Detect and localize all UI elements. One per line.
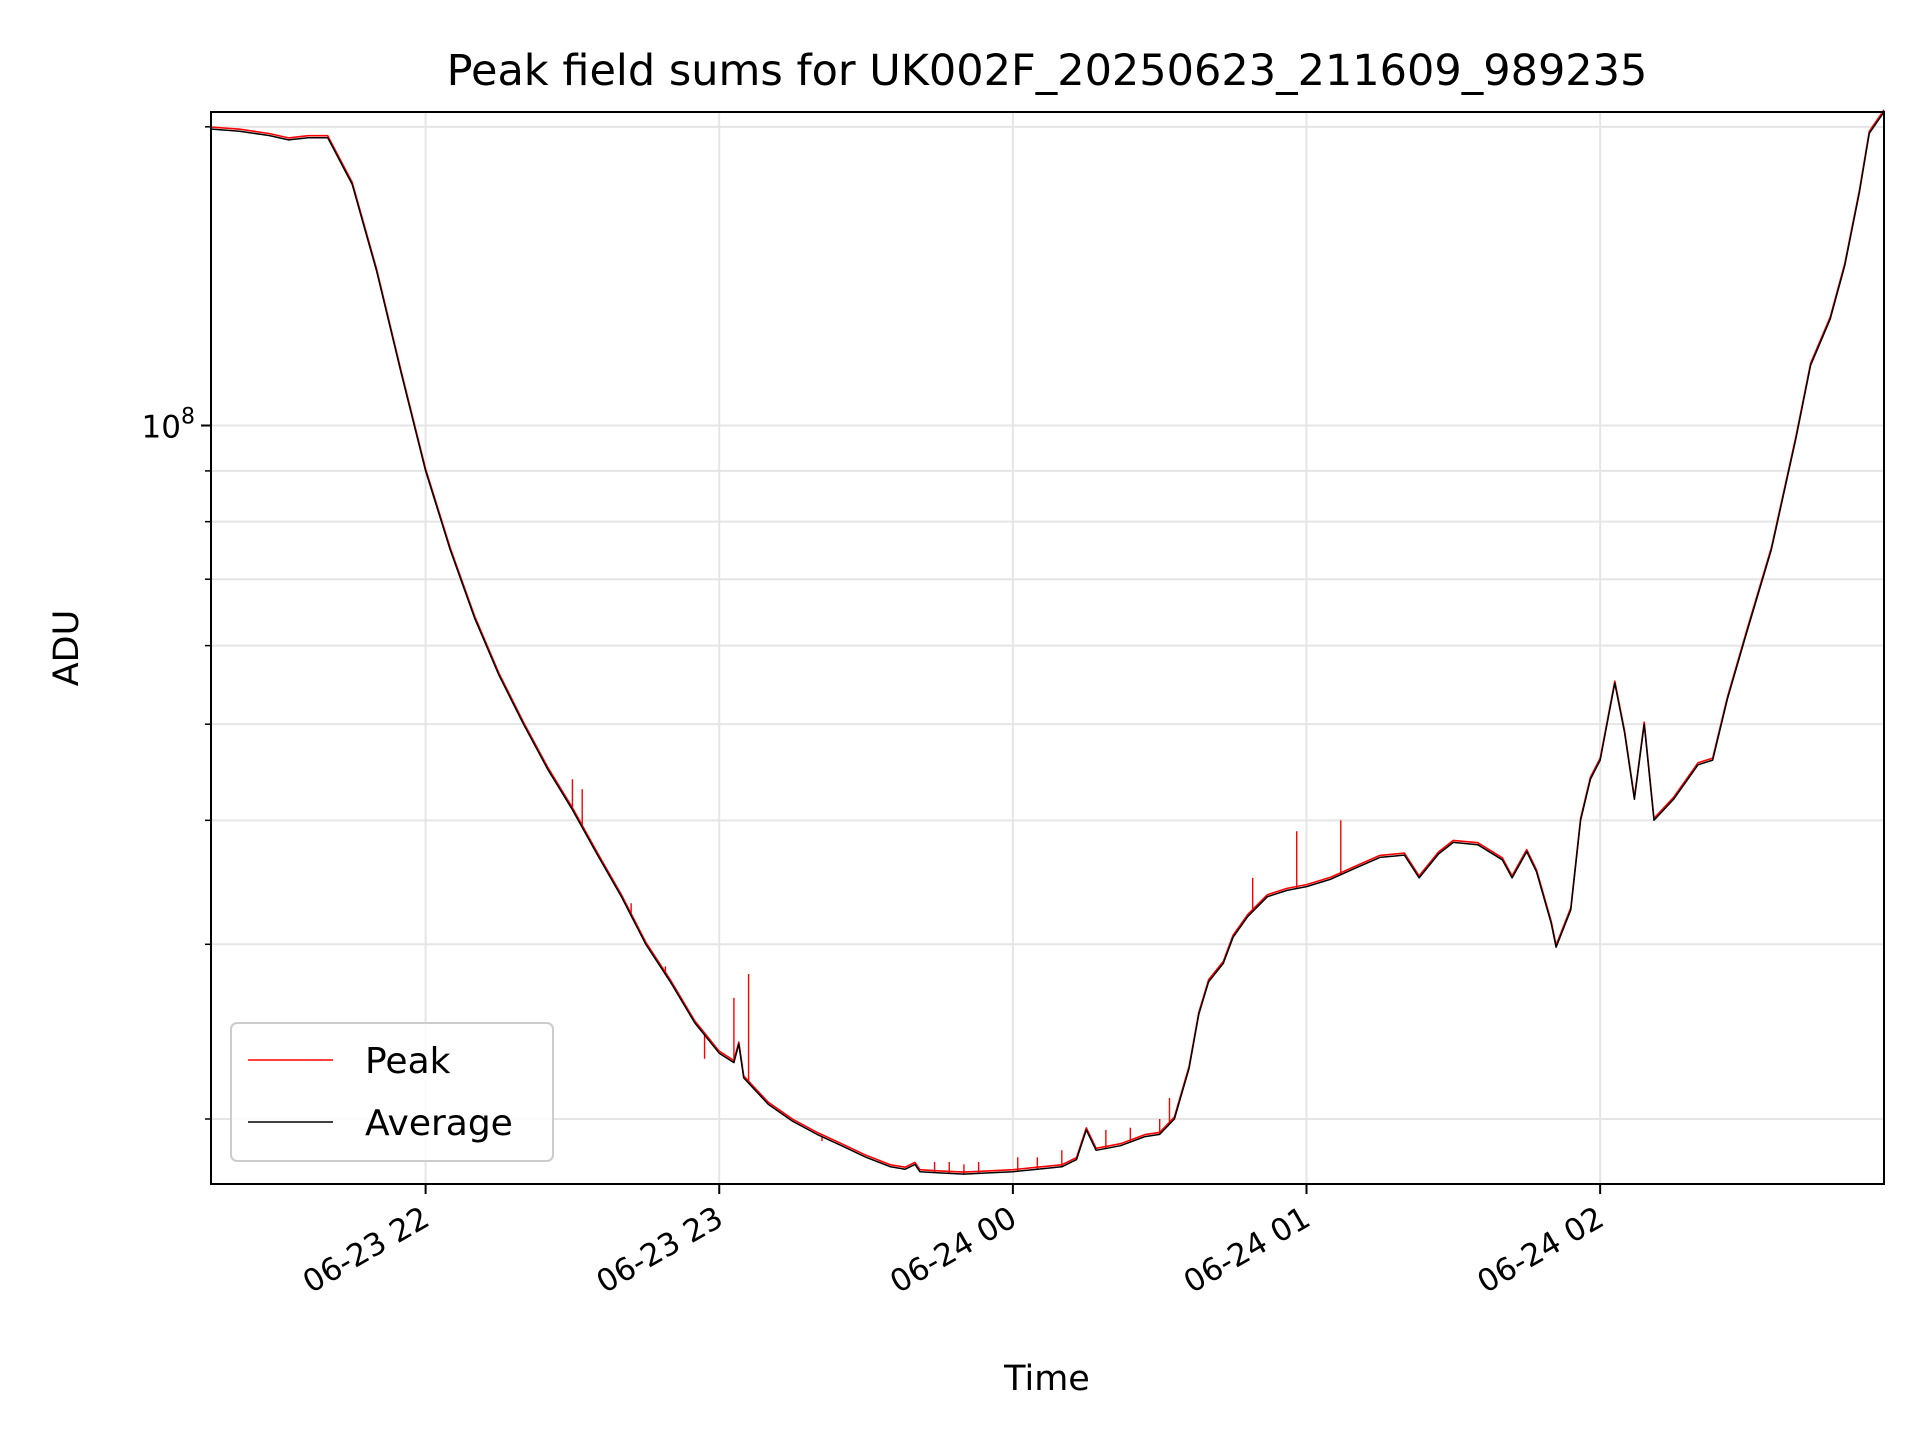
x-axis-label: Time xyxy=(1003,1359,1090,1399)
legend-label-peak: Peak xyxy=(365,1041,451,1082)
series-layer xyxy=(210,109,1885,1175)
legend-label-average: Average xyxy=(365,1103,513,1144)
y-tick-label: 108 xyxy=(142,405,195,446)
plot-frame xyxy=(210,111,1885,1185)
legend: Peak Average xyxy=(230,1022,554,1162)
legend-box xyxy=(230,1022,554,1162)
series-line-average xyxy=(210,111,1885,1175)
y-axis-label: ADU xyxy=(47,610,87,687)
chart-title: Peak field sums for UK002F_20250623_2116… xyxy=(447,46,1648,96)
